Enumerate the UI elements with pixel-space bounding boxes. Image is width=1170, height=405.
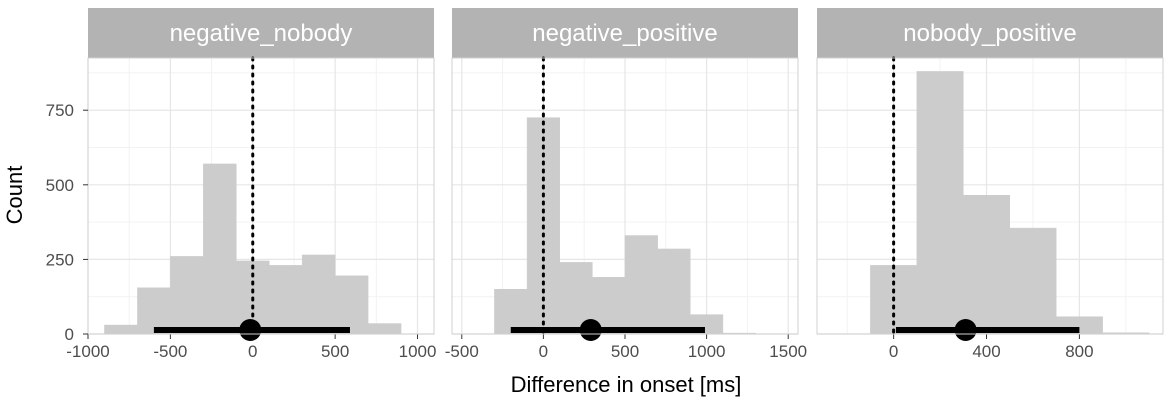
histogram-bar xyxy=(334,275,369,335)
histogram-bar xyxy=(916,71,964,335)
x-tick-label: -500 xyxy=(153,342,187,361)
histogram-bar xyxy=(494,288,528,335)
y-tick-label: 250 xyxy=(46,250,74,269)
x-tick-label: 1000 xyxy=(688,342,726,361)
histogram-bar xyxy=(367,323,402,335)
y-axis-tick-labels: 0 250 500 750 xyxy=(46,101,74,344)
histogram-bar xyxy=(170,256,204,335)
y-tick-label: 750 xyxy=(46,101,74,120)
histogram-bar xyxy=(104,324,138,335)
x-tick-label: 1000 xyxy=(399,342,437,361)
x-tick-label: 800 xyxy=(1065,342,1093,361)
panel-border xyxy=(87,57,435,335)
y-axis-title: Count xyxy=(2,166,27,225)
facet-panels: negative_nobody-1000 -500 0 500 1000negative… xyxy=(66,8,1164,361)
panel-border xyxy=(451,57,799,335)
facet-strip-title: nobody_positive xyxy=(903,20,1076,47)
facet-strip xyxy=(452,8,798,58)
panel-border xyxy=(816,57,1164,335)
x-tick-label: 0 xyxy=(539,342,548,361)
x-tick-label: 400 xyxy=(972,342,1000,361)
x-tick-label: 0 xyxy=(889,342,898,361)
point-estimate xyxy=(954,319,977,341)
point-estimate xyxy=(239,319,262,341)
facet-panel: nobody_positive 0 400 800 xyxy=(816,8,1164,361)
facet-strip xyxy=(817,8,1163,58)
facet-panel: negative_positive -500 0 500 1000 1500 xyxy=(445,8,807,361)
y-tick-label: 500 xyxy=(46,176,74,195)
facet-strip-title: negative_nobody xyxy=(170,20,353,47)
facet-strip-title: negative_positive xyxy=(532,20,717,47)
histogram-bar xyxy=(301,254,336,335)
x-tick-label: 1500 xyxy=(769,342,807,361)
histogram-bar xyxy=(1009,227,1057,335)
histogram-bar xyxy=(624,235,658,335)
facet-strip xyxy=(88,8,434,58)
x-tick-label: -500 xyxy=(445,342,479,361)
histogram-bar xyxy=(657,248,691,335)
x-tick-label: -1000 xyxy=(66,342,109,361)
x-tick-label: 500 xyxy=(321,342,349,361)
facet-panel: negative_nobody -1000 -500 0 500 1000 xyxy=(66,8,436,361)
histogram-bar xyxy=(963,195,1010,335)
y-tick-label: 0 xyxy=(65,325,74,344)
histogram-bar xyxy=(203,163,237,335)
point-estimate xyxy=(579,319,602,341)
x-axis-title: Difference in onset [ms] xyxy=(511,372,742,397)
x-tick-label: 0 xyxy=(248,342,257,361)
histogram-bar xyxy=(268,265,303,335)
x-tick-label: 500 xyxy=(611,342,639,361)
histogram-bar xyxy=(137,287,171,335)
